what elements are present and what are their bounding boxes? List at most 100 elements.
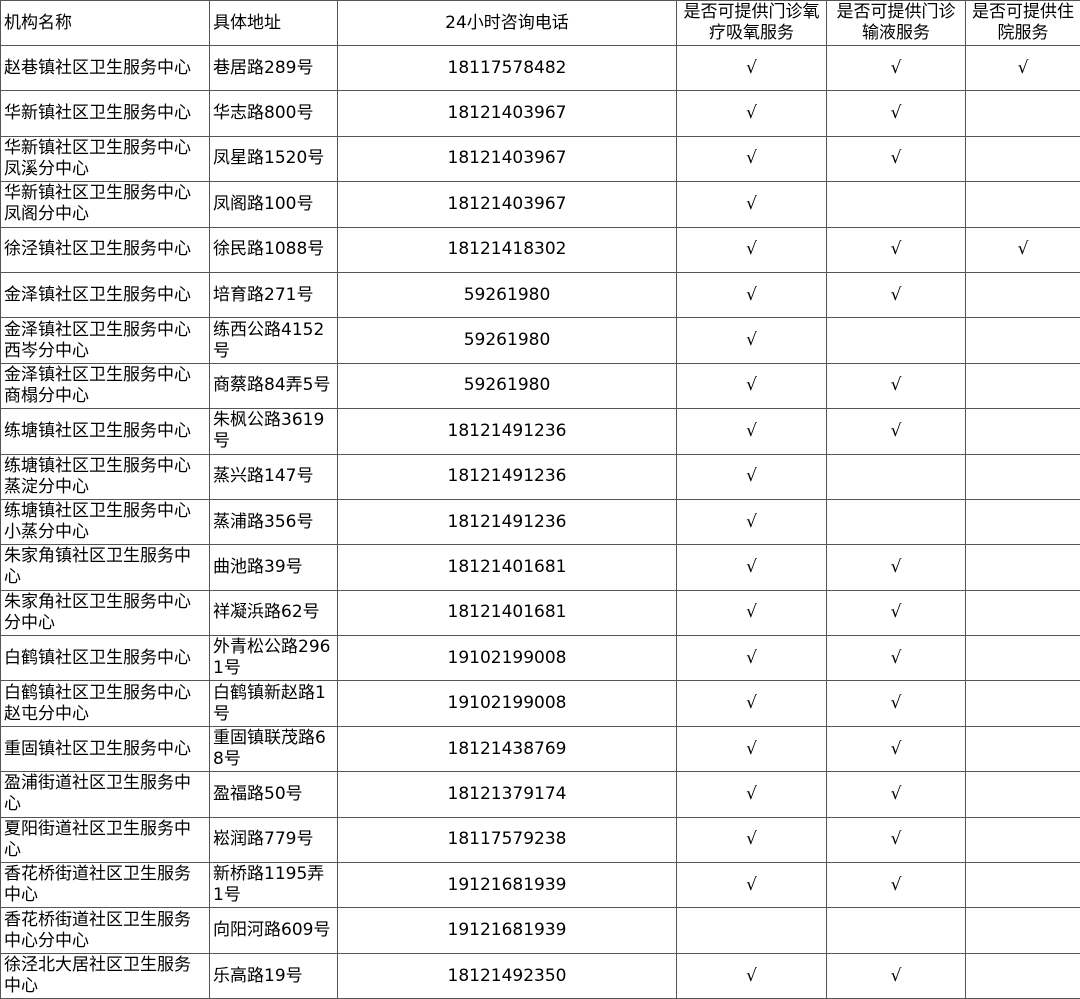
table-header: 机构名称 具体地址 24小时咨询电话 是否可提供门诊氧疗吸氧服务 是否可提供门诊输液服务… <box>0 0 1080 46</box>
table-cell <box>965 317 1080 364</box>
table-cell <box>965 544 1080 591</box>
cell-text: 18121438769 <box>447 738 567 759</box>
header-cell: 是否可提供门诊输液服务 <box>826 0 966 46</box>
check-mark: √ <box>890 829 902 850</box>
cell-text: 徐泾北大居社区卫生服务中心 <box>4 955 191 996</box>
table-cell: 18117579238 <box>337 816 677 864</box>
header-cell: 24小时咨询电话 <box>337 0 677 46</box>
table-cell: √ <box>826 362 966 410</box>
check-mark: √ <box>746 647 757 668</box>
cell-text: 朱家角镇社区卫生服务中心 <box>4 546 191 588</box>
table-row: 练塘镇社区卫生服务中心小蒸分中心 蒸浦路356号 18121491236 √ <box>0 498 1080 546</box>
table-cell <box>965 862 1080 909</box>
table-cell <box>965 362 1080 410</box>
cell-text: 凤阁路100号 <box>213 193 314 214</box>
table-cell: 朱枫公路3619号 <box>209 408 338 455</box>
table-cell <box>965 90 1080 137</box>
table-cell: √ <box>676 952 827 999</box>
table-cell <box>826 453 966 500</box>
cell-text: 59261980 <box>463 375 551 396</box>
table-cell: 练塘镇社区卫生服务中心蒸淀分中心 <box>0 453 210 500</box>
table-cell <box>965 952 1080 999</box>
table-cell: 巷居路289号 <box>209 44 338 92</box>
table-cell: 盈浦街道社区卫生服务中心 <box>0 771 210 818</box>
table-cell: 华志路800号 <box>209 90 338 137</box>
table-cell: 蒸兴路147号 <box>209 453 338 500</box>
table-cell <box>965 271 1080 319</box>
table-cell: 18121403967 <box>337 181 677 228</box>
header-text: 是否可提供门诊氧疗吸氧服务 <box>683 2 820 43</box>
table-row: 朱家角社区卫生服务中心分中心 祥凝浜路62号 18121401681 √ √ <box>0 589 1080 637</box>
check-mark: √ <box>890 965 902 986</box>
cell-text: 蒸浦路356号 <box>213 511 314 532</box>
cell-text: 朱枫公路3619号 <box>213 410 325 452</box>
table-cell: √ <box>676 135 827 183</box>
table-cell: √ <box>826 226 966 273</box>
cell-text: 18117578482 <box>447 57 567 78</box>
table-cell: √ <box>676 226 827 273</box>
cell-text: 59261980 <box>463 330 551 351</box>
table-cell: 徐泾镇社区卫生服务中心 <box>0 226 210 273</box>
table-row: 香花桥街道社区卫生服务中心 新桥路1195弄1号 19121681939 √ √ <box>0 862 1080 909</box>
cell-text: 白鹤镇新赵路1号 <box>213 682 326 724</box>
cell-text: 练西公路4152号 <box>213 319 325 361</box>
table-cell: 朱家角社区卫生服务中心分中心 <box>0 589 210 637</box>
table-cell: 重固镇社区卫生服务中心 <box>0 725 210 773</box>
check-mark: √ <box>746 693 757 714</box>
table-cell: √ <box>676 725 827 773</box>
table-cell: 外青松公路2961号 <box>209 635 338 682</box>
cell-text: 18121403967 <box>447 148 567 169</box>
check-mark: √ <box>746 239 757 260</box>
check-mark: √ <box>890 284 902 305</box>
header-text: 具体地址 <box>213 12 281 33</box>
cell-text: 19121681939 <box>447 920 567 941</box>
cell-text: 崧润路779号 <box>213 829 314 850</box>
table-cell: 18117578482 <box>337 44 677 92</box>
header-text: 是否可提供住院服务 <box>972 2 1074 43</box>
table-cell: √ <box>826 816 966 864</box>
table-row: 练塘镇社区卫生服务中心 朱枫公路3619号 18121491236 √ √ <box>0 408 1080 455</box>
table-cell: 乐高路19号 <box>209 952 338 999</box>
check-mark: √ <box>746 874 757 895</box>
table-cell: 凤阁路100号 <box>209 181 338 228</box>
table-cell: √ <box>826 725 966 773</box>
table-cell: √ <box>676 271 827 319</box>
cell-text: 金泽镇社区卫生服务中心商榻分中心 <box>4 364 191 406</box>
table-cell <box>965 635 1080 682</box>
table-cell: 18121438769 <box>337 725 677 773</box>
cell-text: 外青松公路2961号 <box>213 637 331 679</box>
table-cell <box>965 498 1080 546</box>
header-row: 机构名称 具体地址 24小时咨询电话 是否可提供门诊氧疗吸氧服务 是否可提供门诊输液服务… <box>0 0 1080 46</box>
check-mark: √ <box>890 602 902 623</box>
table-cell: 凤星路1520号 <box>209 135 338 183</box>
check-mark: √ <box>746 738 757 759</box>
check-mark: √ <box>890 239 902 260</box>
table-row: 金泽镇社区卫生服务中心商榻分中心 商蔡路84弄5号 59261980 √ √ <box>0 362 1080 410</box>
table-cell: 重固镇联茂路68号 <box>209 725 338 773</box>
check-mark: √ <box>746 420 757 441</box>
check-mark: √ <box>746 602 757 623</box>
table-row: 徐泾镇社区卫生服务中心 徐民路1088号 18121418302 √ √ √ <box>0 226 1080 273</box>
cell-text: 盈浦街道社区卫生服务中心 <box>4 773 191 815</box>
table-cell: 白鹤镇新赵路1号 <box>209 680 338 727</box>
check-mark: √ <box>890 420 902 441</box>
table-cell: √ <box>826 635 966 682</box>
cell-text: 18121491236 <box>447 420 567 441</box>
table-row: 华新镇社区卫生服务中心凤阁分中心 凤阁路100号 18121403967 √ <box>0 181 1080 228</box>
table-row: 练塘镇社区卫生服务中心蒸淀分中心 蒸兴路147号 18121491236 √ <box>0 453 1080 500</box>
table-cell: 香花桥街道社区卫生服务中心分中心 <box>0 907 210 954</box>
table-cell: √ <box>826 544 966 591</box>
table-cell: 新桥路1195弄1号 <box>209 862 338 909</box>
table-cell: √ <box>676 635 827 682</box>
table-cell: 18121492350 <box>337 952 677 999</box>
table-row: 盈浦街道社区卫生服务中心 盈福路50号 18121379174 √ √ <box>0 771 1080 818</box>
cell-text: 18121491236 <box>447 466 567 487</box>
table-row: 赵巷镇社区卫生服务中心 巷居路289号 18117578482 √ √ √ <box>0 44 1080 92</box>
table-cell <box>676 907 827 954</box>
check-mark: √ <box>1017 239 1029 260</box>
table-cell: √ <box>826 90 966 137</box>
table-row: 白鹤镇社区卫生服务中心赵屯分中心 白鹤镇新赵路1号 19102199008 √ √ <box>0 680 1080 727</box>
cell-text: 朱家角社区卫生服务中心分中心 <box>4 591 191 633</box>
cell-text: 新桥路1195弄1号 <box>213 864 325 906</box>
